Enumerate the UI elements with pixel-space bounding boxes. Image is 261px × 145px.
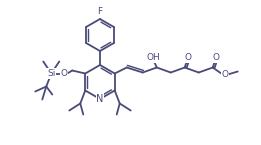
Text: O: O <box>61 69 68 78</box>
Text: O: O <box>184 53 191 62</box>
Text: OH: OH <box>147 53 161 62</box>
Text: O: O <box>221 70 228 79</box>
Text: Si: Si <box>47 69 56 78</box>
Text: N: N <box>96 94 104 104</box>
Text: F: F <box>97 8 103 17</box>
Text: O: O <box>212 53 219 62</box>
